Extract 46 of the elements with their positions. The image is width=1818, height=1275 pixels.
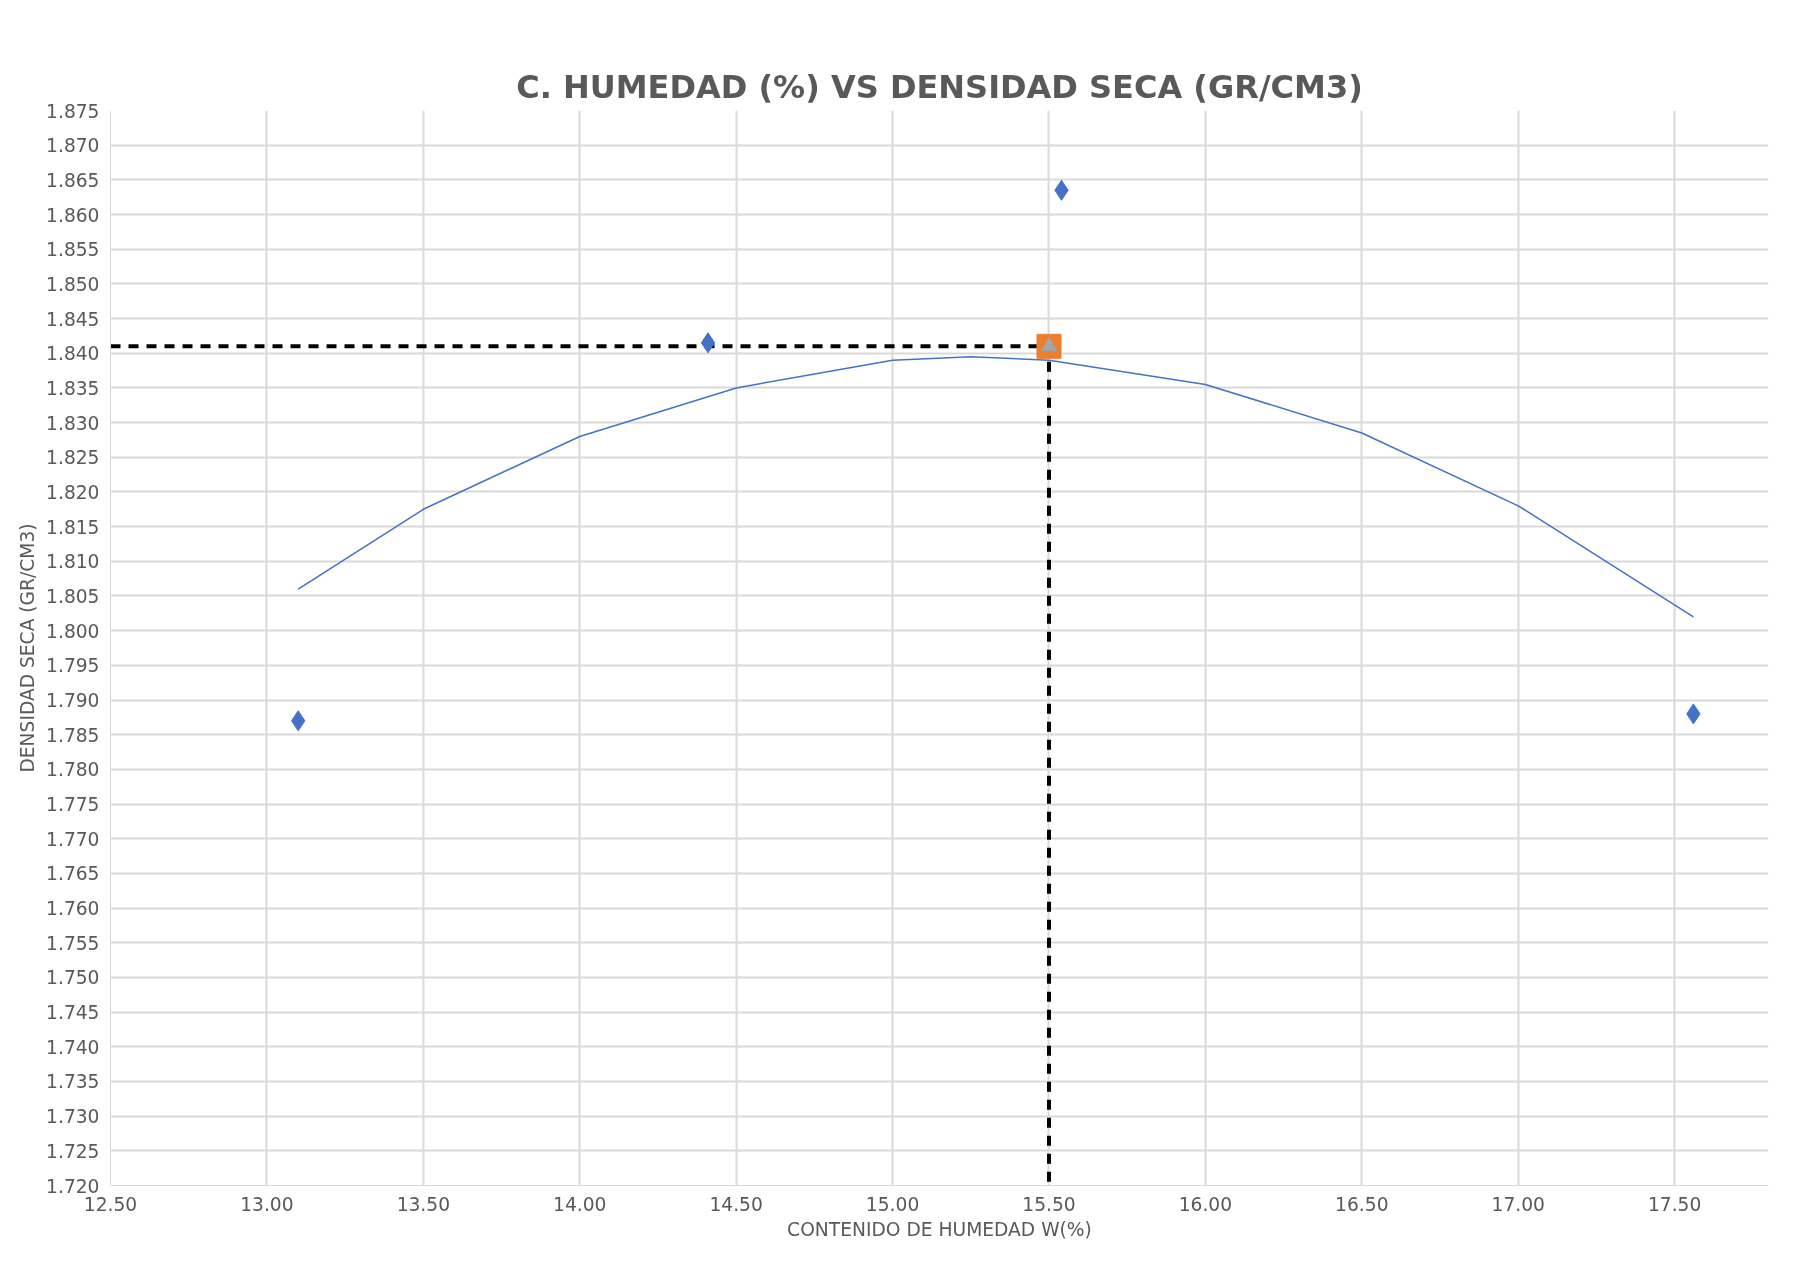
y-tick-label: 1.780 <box>46 759 100 781</box>
y-tick-label: 1.745 <box>46 1002 100 1024</box>
chart-title: C. HUMEDAD (%) VS DENSIDAD SECA (GR/CM3) <box>516 67 1363 106</box>
x-tick-label: 16.50 <box>1335 1193 1389 1215</box>
y-tick-label: 1.755 <box>46 932 100 954</box>
y-tick-label: 1.730 <box>46 1106 100 1128</box>
y-tick-label: 1.810 <box>46 551 100 573</box>
y-axis-title: DENSIDAD SECA (GR/CM3) <box>17 523 39 773</box>
y-tick-label: 1.735 <box>46 1071 100 1093</box>
y-tick-label: 1.835 <box>46 377 100 399</box>
x-axis-title: CONTENIDO DE HUMEDAD W(%) <box>787 1218 1092 1240</box>
y-tick-label: 1.805 <box>46 585 100 607</box>
y-tick-label: 1.785 <box>46 724 100 746</box>
x-tick-label: 13.00 <box>240 1193 294 1215</box>
y-tick-label: 1.840 <box>46 343 100 365</box>
x-tick-label: 14.00 <box>553 1193 607 1215</box>
y-tick-label: 1.860 <box>46 204 100 226</box>
y-tick-label: 1.790 <box>46 690 100 712</box>
y-tick-label: 1.815 <box>46 516 100 538</box>
x-tick-label: 15.50 <box>1022 1193 1076 1215</box>
x-tick-label: 15.00 <box>865 1193 920 1215</box>
y-tick-label: 1.865 <box>46 169 100 191</box>
y-tick-label: 1.725 <box>46 1140 100 1162</box>
y-tick-label: 1.875 <box>46 100 100 122</box>
x-tick-label: 16.00 <box>1178 1193 1233 1215</box>
y-tick-label: 1.750 <box>46 967 100 989</box>
y-tick-label: 1.870 <box>46 135 100 157</box>
y-tick-label: 1.770 <box>46 828 100 850</box>
y-tick-label: 1.845 <box>46 308 100 330</box>
x-tick-label: 17.00 <box>1491 1193 1545 1215</box>
y-tick-label: 1.850 <box>46 273 100 295</box>
x-tick-label: 13.50 <box>396 1193 451 1215</box>
x-tick-label: 17.50 <box>1647 1193 1702 1215</box>
y-tick-label: 1.820 <box>46 481 100 503</box>
line-series <box>297 355 1695 618</box>
y-tick-label: 1.740 <box>46 1036 100 1058</box>
y-tick-label: 1.760 <box>46 898 100 920</box>
y-tick-label: 1.830 <box>46 412 100 434</box>
y-tick-label: 1.765 <box>46 863 100 885</box>
point <box>700 332 716 354</box>
x-tick-label: 14.50 <box>709 1193 763 1215</box>
y-tick-label: 1.825 <box>46 447 100 469</box>
y-tick-label: 1.775 <box>46 794 100 816</box>
y-tick-label: 1.800 <box>46 620 100 642</box>
y-tick-label: 1.795 <box>46 655 100 677</box>
y-tick-label: 1.855 <box>46 239 100 261</box>
